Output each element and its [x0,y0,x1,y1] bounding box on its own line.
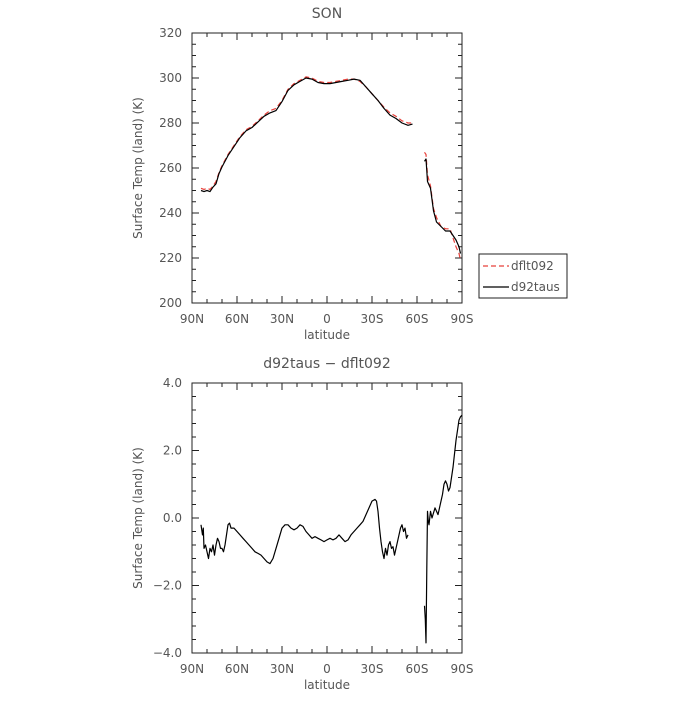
y-axis-label: Surface Temp (land) (K) [131,97,145,239]
x-tick-label: 60N [225,662,249,676]
x-tick-label: 0 [323,312,331,326]
series-line-1-segment-1 [200,76,413,190]
y-axis-label: Surface Temp (land) (K) [131,447,145,589]
series-line-2-segment-1 [200,77,413,193]
y-tick-label: 260 [159,161,182,175]
legend-label: dflt092 [511,259,554,273]
y-tick-label: 200 [159,296,182,310]
x-tick-label: 60S [406,312,429,326]
x-tick-label: 90N [180,662,204,676]
x-axis-label: latitude [304,678,350,692]
y-tick-label: 240 [159,206,182,220]
chart-title: d92taus − dflt092 [263,356,390,372]
y-tick-label: −2.0 [153,579,182,593]
x-tick-label: 60S [406,662,429,676]
x-tick-label: 90S [451,312,474,326]
y-tick-label: 0.0 [163,511,182,525]
series-line-2-segment-2 [423,158,462,254]
x-tick-label: 0 [323,662,331,676]
x-tick-label: 30N [270,312,294,326]
x-tick-label: 30S [361,662,384,676]
y-tick-label: 280 [159,116,182,130]
plot-frame [191,32,463,304]
y-tick-label: 320 [159,26,182,40]
series-line-1-segment-2 [423,414,463,644]
x-tick-label: 90N [180,312,204,326]
x-tick-label: 30N [270,662,294,676]
legend-box [478,253,568,299]
chart-title: SON [312,6,342,22]
chart-panel-2: d92taus − dflt092 90N 60N 30N 0 30S 60S 90S −4.0… [131,356,473,692]
x-tick-label: 30S [361,312,384,326]
legend: dflt092 d92taus [478,253,568,299]
chart-panel-1: SON 90N 60N 30N 0 30S 60S 90S 200 220 240 260 280 300… [131,6,568,342]
x-axis-label: latitude [304,328,350,342]
plot-frame [191,382,463,654]
legend-label: d92taus [511,280,560,294]
y-tick-label: 300 [159,71,182,85]
y-tick-label: 220 [159,251,182,265]
y-tick-label: 4.0 [163,376,182,390]
x-tick-label: 60N [225,312,249,326]
x-tick-label: 90S [451,662,474,676]
y-tick-label: 2.0 [163,444,182,458]
series-line-1-segment-1 [200,498,409,565]
y-tick-label: −4.0 [153,646,182,660]
